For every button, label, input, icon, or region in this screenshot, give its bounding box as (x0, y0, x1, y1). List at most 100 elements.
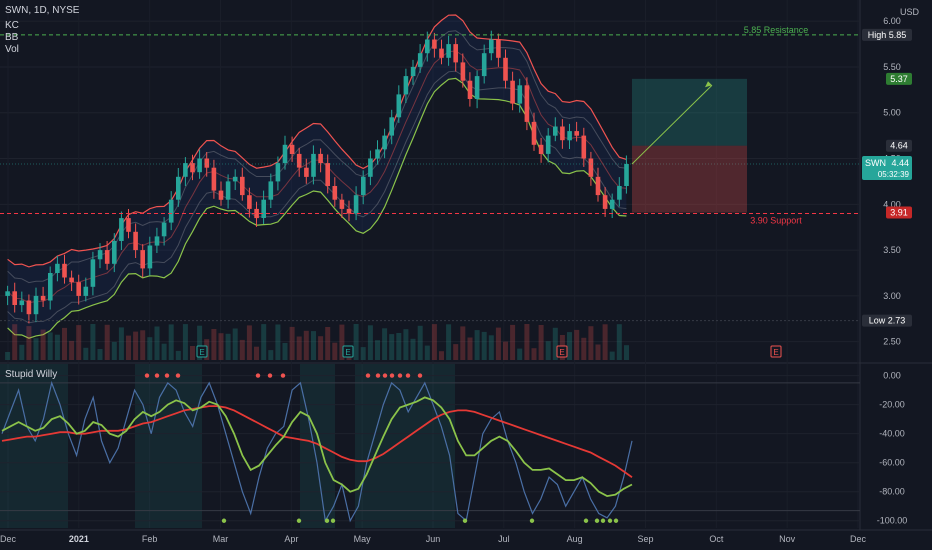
candle[interactable] (48, 266, 53, 310)
candle[interactable] (168, 191, 174, 231)
candle[interactable] (425, 31, 430, 62)
price-tag-high[interactable]: High 5.85 (862, 28, 912, 41)
candle[interactable] (353, 186, 359, 221)
candle[interactable] (346, 200, 352, 222)
candle[interactable] (304, 158, 309, 184)
candle[interactable] (368, 150, 373, 186)
indicator-kc-label[interactable]: KC (5, 20, 19, 31)
candle[interactable] (40, 286, 46, 307)
candle[interactable] (240, 167, 245, 201)
candle[interactable] (517, 78, 523, 113)
candle[interactable] (332, 177, 338, 207)
candle[interactable] (275, 156, 281, 191)
candle[interactable] (69, 270, 74, 291)
candle[interactable] (624, 155, 629, 194)
candle[interactable] (119, 211, 124, 251)
price-tag-entry[interactable]: 4.64 (886, 139, 912, 152)
price-tag-low[interactable]: Low 2.73 (862, 314, 912, 327)
candle[interactable] (76, 274, 81, 305)
candle[interactable] (311, 145, 316, 185)
candle[interactable] (268, 173, 274, 208)
candle[interactable] (147, 236, 153, 276)
candle[interactable] (396, 85, 402, 123)
last-price-tag[interactable]: SWN 4.44 05:32:39 (862, 156, 912, 181)
candle[interactable] (5, 285, 10, 306)
candle[interactable] (204, 152, 210, 177)
candle[interactable] (318, 148, 323, 173)
candle[interactable] (62, 254, 67, 284)
candle[interactable] (531, 112, 537, 151)
price-tag-support[interactable]: 3.91 (886, 206, 912, 219)
candle[interactable] (225, 174, 231, 209)
position-stop-zone[interactable] (632, 145, 747, 213)
candle[interactable] (432, 32, 437, 58)
candle[interactable] (553, 117, 558, 142)
candle[interactable] (90, 251, 96, 296)
candle[interactable] (261, 190, 266, 224)
candle[interactable] (382, 128, 387, 159)
candle[interactable] (446, 35, 451, 66)
candle[interactable] (595, 167, 601, 202)
candle[interactable] (339, 193, 345, 218)
candle[interactable] (389, 109, 394, 145)
candle[interactable] (190, 154, 195, 181)
candle[interactable] (467, 72, 473, 107)
candle[interactable] (112, 233, 117, 273)
earnings-marker[interactable]: E (196, 345, 208, 358)
candle[interactable] (560, 119, 565, 149)
candle[interactable] (510, 71, 515, 111)
candle[interactable] (602, 187, 608, 217)
candle[interactable] (410, 59, 416, 85)
candle[interactable] (496, 33, 501, 67)
candle[interactable] (161, 217, 167, 246)
indicator-bb-label[interactable]: BB (5, 32, 19, 43)
candle[interactable] (439, 39, 444, 65)
candle[interactable] (232, 169, 238, 190)
candle[interactable] (296, 147, 302, 177)
candle[interactable] (361, 170, 366, 205)
candle[interactable] (183, 157, 188, 186)
oscillator-title[interactable]: Stupid Willy (5, 369, 58, 380)
candle[interactable] (83, 277, 89, 302)
candle[interactable] (460, 53, 466, 88)
candle[interactable] (481, 44, 487, 84)
candle[interactable] (19, 291, 25, 313)
candle[interactable] (33, 287, 39, 323)
candle[interactable] (254, 201, 259, 227)
price-tag-target[interactable]: 5.37 (886, 72, 912, 85)
candle[interactable] (211, 159, 217, 199)
candle[interactable] (12, 282, 17, 313)
candle[interactable] (375, 140, 380, 165)
candle[interactable] (538, 137, 544, 163)
candle[interactable] (417, 44, 423, 73)
indicator-vol-label[interactable]: Vol (5, 44, 19, 55)
candle[interactable] (55, 255, 60, 282)
candle[interactable] (588, 151, 594, 186)
candle[interactable] (325, 154, 330, 194)
candle[interactable] (218, 181, 224, 206)
earnings-marker[interactable]: E (342, 345, 354, 358)
candle[interactable] (403, 68, 409, 103)
candle[interactable] (574, 121, 579, 142)
candle[interactable] (567, 123, 572, 149)
candle[interactable] (140, 244, 145, 278)
earnings-marker[interactable]: E (770, 345, 782, 358)
candle[interactable] (474, 70, 480, 109)
candle[interactable] (97, 243, 103, 269)
candle[interactable] (503, 49, 508, 89)
candle[interactable] (133, 223, 138, 259)
candle[interactable] (289, 136, 295, 162)
candle[interactable] (617, 177, 622, 207)
projection-arrow[interactable] (631, 84, 713, 165)
position-target-zone[interactable] (632, 78, 747, 146)
candle[interactable] (104, 241, 110, 270)
candle[interactable] (197, 149, 202, 179)
earnings-marker[interactable]: E (556, 345, 568, 358)
candle[interactable] (524, 77, 530, 131)
candle[interactable] (453, 37, 458, 72)
candle[interactable] (26, 294, 32, 324)
candle[interactable] (489, 30, 494, 61)
candle[interactable] (247, 187, 252, 218)
candle[interactable] (176, 168, 181, 207)
